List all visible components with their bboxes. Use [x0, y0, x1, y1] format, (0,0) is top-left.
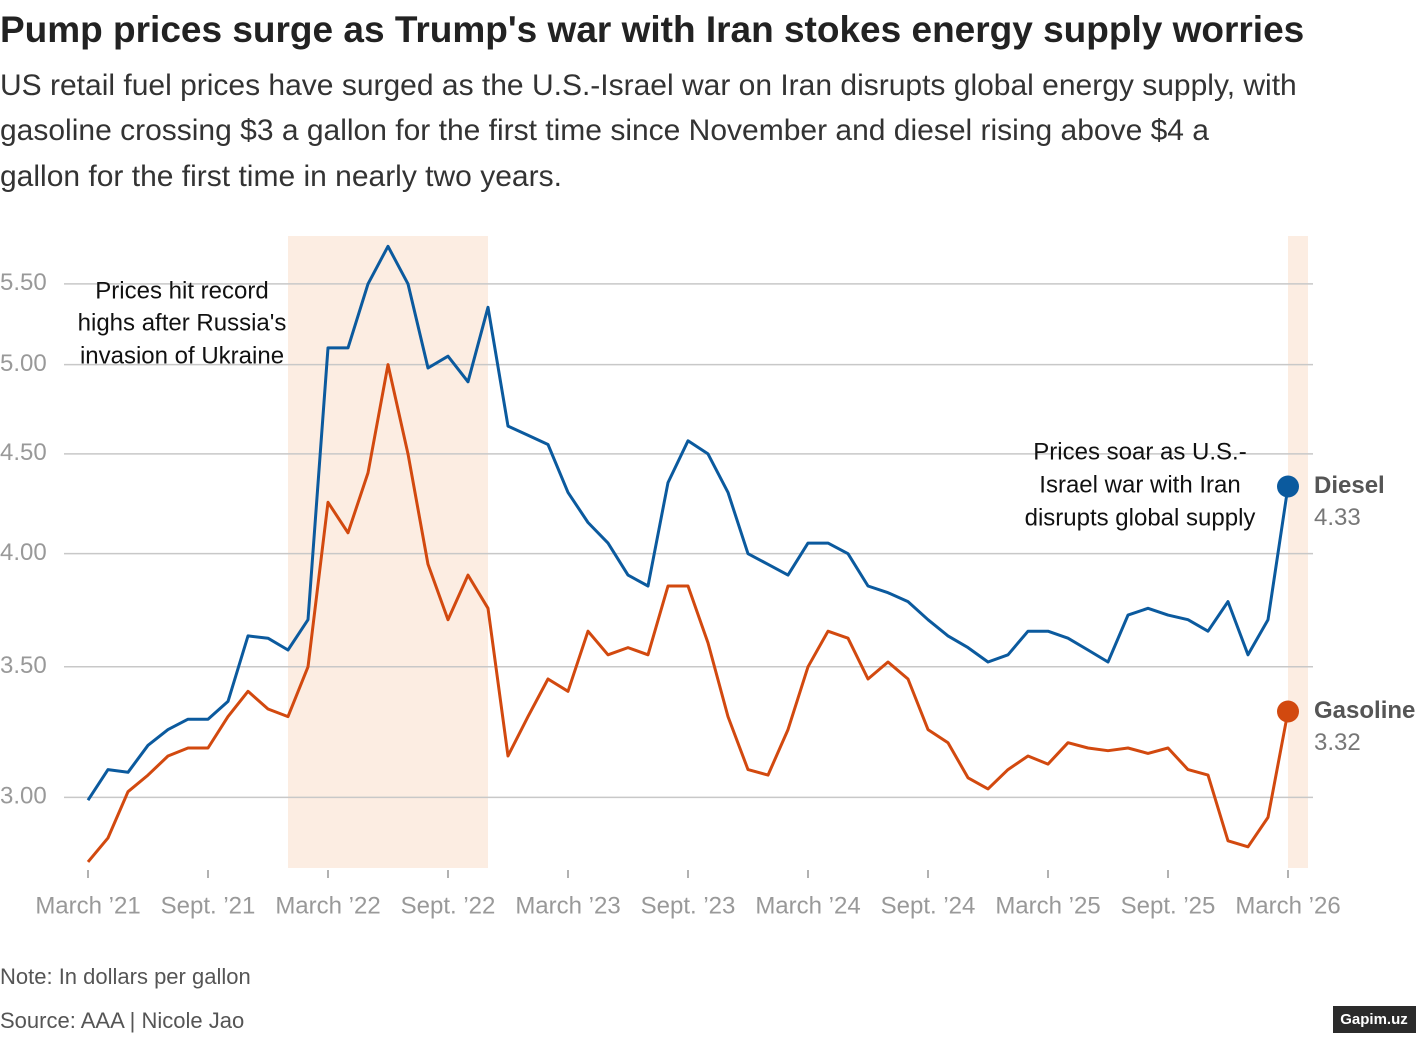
annotation: Prices soar as U.S.-	[1033, 438, 1246, 465]
end-dot	[1277, 475, 1299, 498]
grid-layer: 3.00 3.50 4.00 4.50 5.00 5.50 March ’21 Sept. ’…	[0, 269, 1341, 919]
subtitle: gallon for the first time in nearly two …	[0, 160, 562, 193]
x-tick-label: March ’23	[515, 892, 620, 919]
watermark: Gapim.uz	[1340, 1011, 1408, 1028]
subtitle: gasoline crossing $3 a gallon for the fi…	[0, 114, 1209, 147]
subtitle: US retail fuel prices have surged as the…	[0, 69, 1297, 102]
x-tick-label: March ’22	[275, 892, 380, 919]
x-tick-label: March ’24	[755, 892, 860, 919]
value-label: 3.32	[1314, 729, 1361, 756]
x-tick-label: March ’26	[1235, 892, 1340, 919]
source: Source: AAA | Nicole Jao	[0, 1008, 244, 1033]
annotation: invasion of Ukraine	[80, 342, 284, 369]
x-tick-label: Sept. ’21	[161, 892, 256, 919]
x-tick-label: March ’21	[35, 892, 140, 919]
y-tick-label: 3.50	[0, 652, 47, 679]
shaded-period	[288, 236, 488, 868]
annotation: highs after Russia's	[78, 309, 287, 336]
series-line	[86, 244, 1290, 802]
shading-layer	[288, 236, 1308, 868]
watermark-box	[1333, 1006, 1416, 1033]
y-tick-label: 4.50	[0, 439, 47, 466]
line-layer: Diesel 4.33 Gasoline 3.32	[86, 244, 1415, 863]
annotation: Israel war with Iran	[1039, 471, 1240, 498]
annotation: disrupts global supply	[1025, 504, 1256, 531]
legend-label: Diesel	[1314, 472, 1385, 499]
legend-label: Gasoline	[1314, 697, 1415, 724]
y-tick-label: 5.00	[0, 350, 47, 377]
x-tick-label: Sept. ’22	[401, 892, 496, 919]
y-tick-label: 5.50	[0, 269, 47, 296]
shaded-period	[1288, 236, 1308, 868]
annotation: Prices hit record	[95, 277, 268, 304]
end-dot	[1277, 700, 1299, 723]
chart-title: Pump prices surge as Trump's war with Ir…	[0, 9, 1304, 50]
y-tick-label: 4.00	[0, 539, 47, 566]
note: Note: In dollars per gallon	[0, 964, 251, 989]
value-label: 4.33	[1314, 504, 1361, 531]
x-tick-label: March ’25	[995, 892, 1100, 919]
x-tick-label: Sept. ’24	[881, 892, 976, 919]
series-line	[86, 363, 1290, 863]
y-tick-label: 3.00	[0, 783, 47, 810]
x-tick-label: Sept. ’25	[1121, 892, 1216, 919]
x-tick-label: Sept. ’23	[641, 892, 736, 919]
